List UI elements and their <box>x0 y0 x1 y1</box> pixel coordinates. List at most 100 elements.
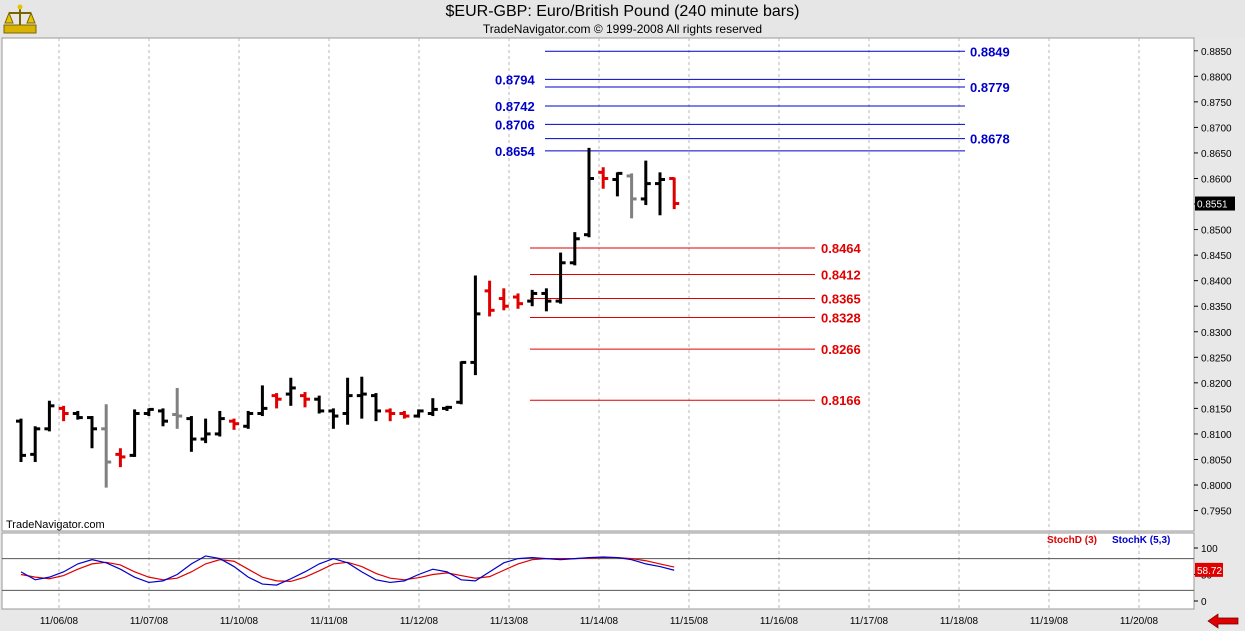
ohlc-bar[interactable] <box>129 409 140 457</box>
x-tick-label: 11/06/08 <box>40 616 79 627</box>
y-tick-label: 0.8100 <box>1201 430 1232 441</box>
x-tick-label: 11/19/08 <box>1030 616 1069 627</box>
ohlc-bar[interactable] <box>44 400 55 432</box>
ohlc-bar[interactable] <box>72 410 83 420</box>
ohlc-bar[interactable] <box>229 418 239 430</box>
stoch-k-legend: StochK (5,3) <box>1112 535 1170 546</box>
ohlc-bar[interactable] <box>58 405 69 422</box>
ohlc-bar[interactable] <box>555 252 566 304</box>
ohlc-bar[interactable] <box>371 393 381 422</box>
watermark-text: TradeNavigator.com <box>6 519 105 531</box>
ohlc-bar[interactable] <box>484 280 495 317</box>
ohlc-bar[interactable] <box>584 147 594 238</box>
y-tick-label: 0.8850 <box>1201 47 1232 58</box>
page-title: $EUR-GBP: Euro/British Pound (240 minute… <box>445 3 800 20</box>
ohlc-bar[interactable] <box>427 398 438 417</box>
y-tick-label: 0.8050 <box>1201 455 1232 466</box>
support-label: 0.8412 <box>821 268 861 283</box>
ohlc-bar[interactable] <box>101 404 112 488</box>
x-tick-label: 11/17/08 <box>850 616 889 627</box>
ohlc-bar[interactable] <box>200 418 211 444</box>
ohlc-bar[interactable] <box>442 405 452 411</box>
main-plot-area <box>1 37 1195 532</box>
support-label: 0.8266 <box>821 342 861 357</box>
ohlc-bar[interactable] <box>385 408 396 422</box>
support-label: 0.8365 <box>821 292 861 307</box>
y-tick-label: 0.8750 <box>1201 98 1232 109</box>
x-tick-label: 11/10/08 <box>220 616 259 627</box>
ohlc-bar[interactable] <box>158 408 168 427</box>
y-tick-label: 0.8200 <box>1201 379 1232 390</box>
ohlc-bar[interactable] <box>470 275 481 376</box>
y-tick-label: 0.8650 <box>1201 149 1232 160</box>
stoch-d-legend: StochD (3) <box>1047 535 1097 546</box>
ohlc-bar[interactable] <box>669 176 680 210</box>
ohlc-bar[interactable] <box>16 418 26 463</box>
ohlc-bar[interactable] <box>257 385 268 417</box>
stoch-y-tick-label: 0 <box>1201 597 1207 608</box>
ohlc-bar[interactable] <box>569 232 580 266</box>
support-label: 0.8328 <box>821 310 861 325</box>
y-tick-label: 0.8350 <box>1201 302 1232 313</box>
ohlc-bar[interactable] <box>413 409 424 418</box>
stoch-last-value-label: 58.72 <box>1197 566 1222 577</box>
ohlc-bar[interactable] <box>399 410 410 419</box>
resistance-label: 0.8794 <box>495 72 536 87</box>
x-tick-label: 11/11/08 <box>310 616 348 627</box>
resistance-label: 0.8654 <box>495 144 536 159</box>
ohlc-bar[interactable] <box>356 376 367 419</box>
y-tick-label: 0.8300 <box>1201 328 1232 339</box>
ohlc-bar[interactable] <box>186 416 197 452</box>
ohlc-bar[interactable] <box>513 293 523 309</box>
x-tick-label: 11/14/08 <box>580 616 619 627</box>
ohlc-bar[interactable] <box>143 407 154 417</box>
resistance-label: 0.8849 <box>970 44 1010 59</box>
ohlc-bar[interactable] <box>498 288 509 311</box>
ohlc-bar[interactable] <box>285 377 296 406</box>
stoch-k-line <box>20 555 675 586</box>
x-tick-label: 11/20/08 <box>1120 616 1159 627</box>
scroll-right-arrow-icon[interactable] <box>1205 613 1241 629</box>
ohlc-bar[interactable] <box>214 410 225 437</box>
y-tick-label: 0.8700 <box>1201 123 1232 134</box>
ohlc-bar[interactable] <box>243 410 254 429</box>
y-tick-label: 0.8450 <box>1201 251 1232 262</box>
ohlc-bar[interactable] <box>30 426 41 463</box>
resistance-label: 0.8779 <box>970 80 1010 95</box>
y-tick-label: 0.8150 <box>1201 404 1232 415</box>
y-tick-label: 0.8600 <box>1201 174 1232 185</box>
ohlc-bar[interactable] <box>612 171 623 197</box>
ohlc-bar[interactable] <box>342 377 353 425</box>
y-tick-label: 0.8500 <box>1201 226 1232 237</box>
ohlc-bar[interactable] <box>314 395 325 414</box>
ohlc-bar[interactable] <box>527 289 538 307</box>
x-tick-label: 11/07/08 <box>130 616 169 627</box>
ohlc-bar[interactable] <box>172 387 183 429</box>
chart-header <box>0 0 1245 38</box>
ohlc-bar[interactable] <box>87 416 97 449</box>
support-label: 0.8464 <box>821 241 862 256</box>
ohlc-bar[interactable] <box>541 288 552 312</box>
stochastic-plot-area <box>1 532 1195 610</box>
ohlc-bar[interactable] <box>640 160 651 206</box>
x-tick-label: 11/13/08 <box>490 616 529 627</box>
ohlc-bar[interactable] <box>456 360 467 405</box>
x-tick-label: 11/16/08 <box>760 616 799 627</box>
ohlc-bar[interactable] <box>598 167 609 189</box>
ohlc-bar[interactable] <box>626 173 637 219</box>
ohlc-bar[interactable] <box>328 408 339 429</box>
copyright-text: TradeNavigator.com © 1999-2008 All right… <box>482 22 763 36</box>
ohlc-bar[interactable] <box>300 392 310 408</box>
ohlc-bar[interactable] <box>115 448 126 468</box>
y-tick-label: 0.8800 <box>1201 72 1232 83</box>
resistance-label: 0.8678 <box>970 132 1010 147</box>
stoch-last-value-tag <box>1195 562 1223 577</box>
last-price-tag <box>1195 196 1235 211</box>
support-label: 0.8166 <box>821 393 861 408</box>
x-tick-label: 11/12/08 <box>400 616 439 627</box>
stoch-y-tick-label: 100 <box>1201 544 1218 555</box>
y-tick-label: 0.7950 <box>1201 507 1232 518</box>
ohlc-bar[interactable] <box>655 172 665 216</box>
ohlc-bar[interactable] <box>271 393 282 409</box>
